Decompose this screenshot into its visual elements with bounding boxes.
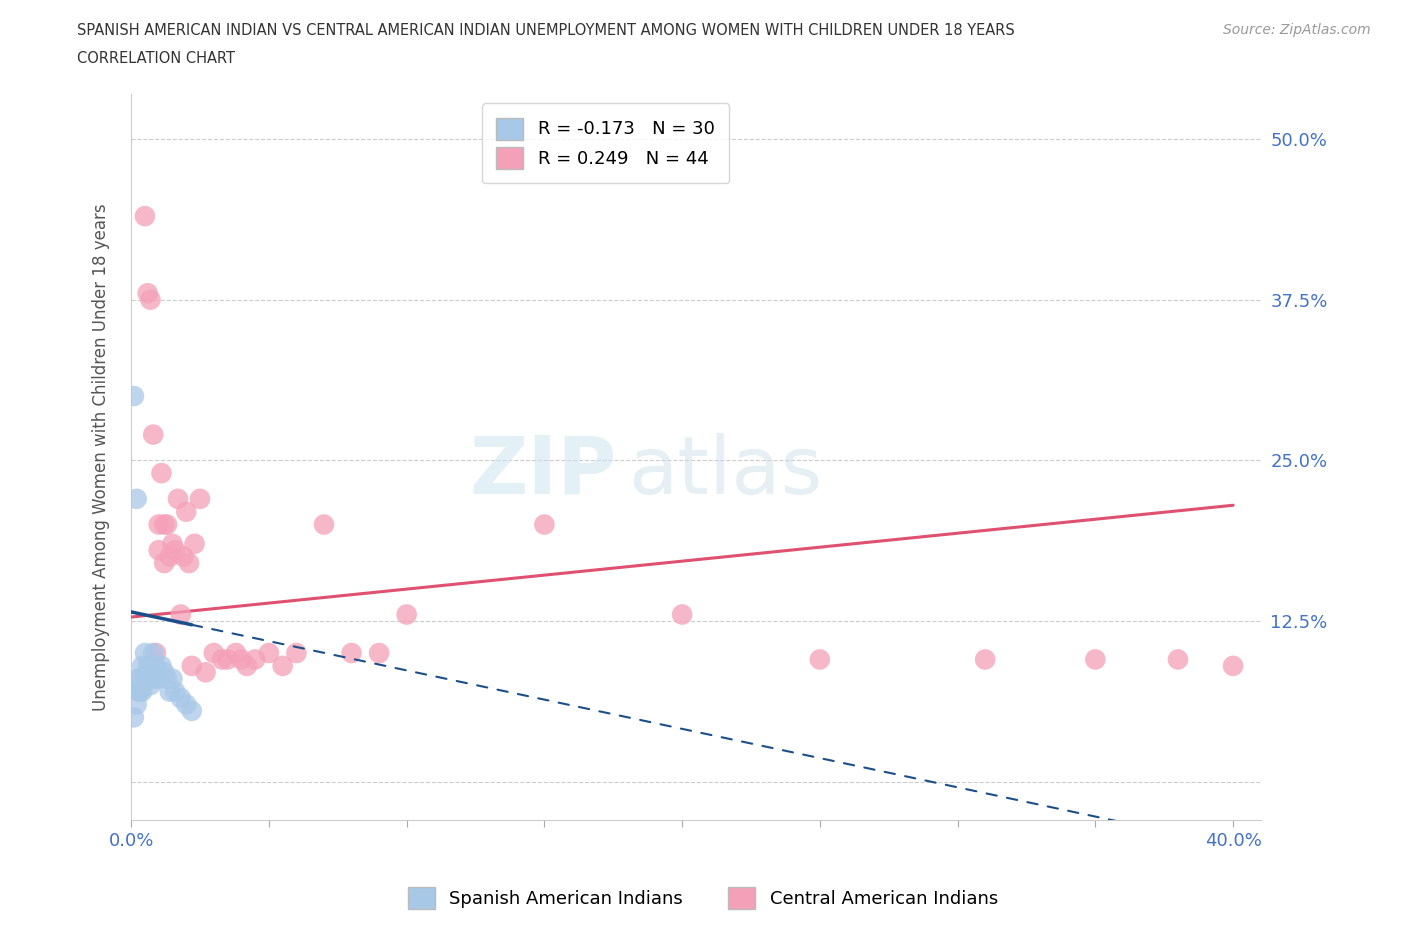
Point [131, 684, 153, 699]
Text: atlas: atlas [628, 432, 823, 511]
Point [156, 671, 179, 686]
Point [194, 665, 217, 680]
Point [225, 645, 247, 660]
Point [285, 645, 308, 660]
Y-axis label: Unemployment Among Women with Children Under 18 years: Unemployment Among Women with Children U… [93, 204, 110, 711]
Point [148, 517, 170, 532]
Point [167, 491, 190, 506]
Text: ZIP: ZIP [470, 432, 617, 511]
Point [340, 645, 363, 660]
Point [150, 658, 173, 673]
Point [134, 671, 156, 686]
Point [139, 678, 162, 693]
Text: CORRELATION CHART: CORRELATION CHART [77, 51, 235, 66]
Point [125, 671, 148, 686]
Point [170, 691, 193, 706]
Point [153, 665, 176, 680]
Point [231, 652, 253, 667]
Point [150, 466, 173, 481]
Point [148, 671, 170, 686]
Point [271, 658, 294, 673]
Point [211, 652, 233, 667]
Point [974, 652, 997, 667]
Point [162, 537, 184, 551]
Point [174, 697, 197, 711]
Point [180, 703, 202, 718]
Legend: R = -0.173   N = 30, R = 0.249   N = 44: R = -0.173 N = 30, R = 0.249 N = 44 [482, 103, 730, 183]
Point [159, 684, 181, 699]
Point [1084, 652, 1107, 667]
Point [128, 671, 150, 686]
Point [153, 555, 176, 570]
Point [165, 543, 187, 558]
Point [128, 684, 150, 699]
Point [202, 645, 225, 660]
Point [128, 684, 150, 699]
Point [159, 550, 181, 565]
Point [395, 607, 418, 622]
Point [257, 645, 280, 660]
Point [134, 645, 156, 660]
Point [153, 517, 176, 532]
Point [139, 665, 162, 680]
Point [142, 671, 165, 686]
Point [139, 658, 162, 673]
Point [180, 658, 202, 673]
Point [808, 652, 831, 667]
Point [170, 607, 193, 622]
Point [156, 517, 179, 532]
Point [188, 491, 211, 506]
Point [183, 537, 205, 551]
Point [131, 658, 153, 673]
Point [145, 658, 167, 673]
Text: SPANISH AMERICAN INDIAN VS CENTRAL AMERICAN INDIAN UNEMPLOYMENT AMONG WOMEN WITH: SPANISH AMERICAN INDIAN VS CENTRAL AMERI… [77, 23, 1015, 38]
Text: Source: ZipAtlas.com: Source: ZipAtlas.com [1223, 23, 1371, 37]
Point [671, 607, 693, 622]
Point [142, 645, 165, 660]
Point [142, 427, 165, 442]
Point [1222, 658, 1244, 673]
Point [533, 517, 555, 532]
Point [243, 652, 266, 667]
Point [368, 645, 391, 660]
Point [162, 671, 184, 686]
Point [312, 517, 335, 532]
Point [173, 550, 195, 565]
Point [139, 292, 162, 307]
Point [236, 658, 259, 673]
Point [165, 684, 187, 699]
Legend: Spanish American Indians, Central American Indians: Spanish American Indians, Central Americ… [401, 880, 1005, 916]
Point [148, 543, 170, 558]
Point [122, 710, 145, 724]
Point [136, 658, 159, 673]
Point [217, 652, 239, 667]
Point [125, 697, 148, 711]
Point [1167, 652, 1189, 667]
Point [134, 208, 156, 223]
Point [125, 491, 148, 506]
Point [136, 671, 159, 686]
Point [136, 286, 159, 300]
Point [145, 645, 167, 660]
Point [122, 389, 145, 404]
Point [177, 555, 200, 570]
Point [174, 504, 197, 519]
